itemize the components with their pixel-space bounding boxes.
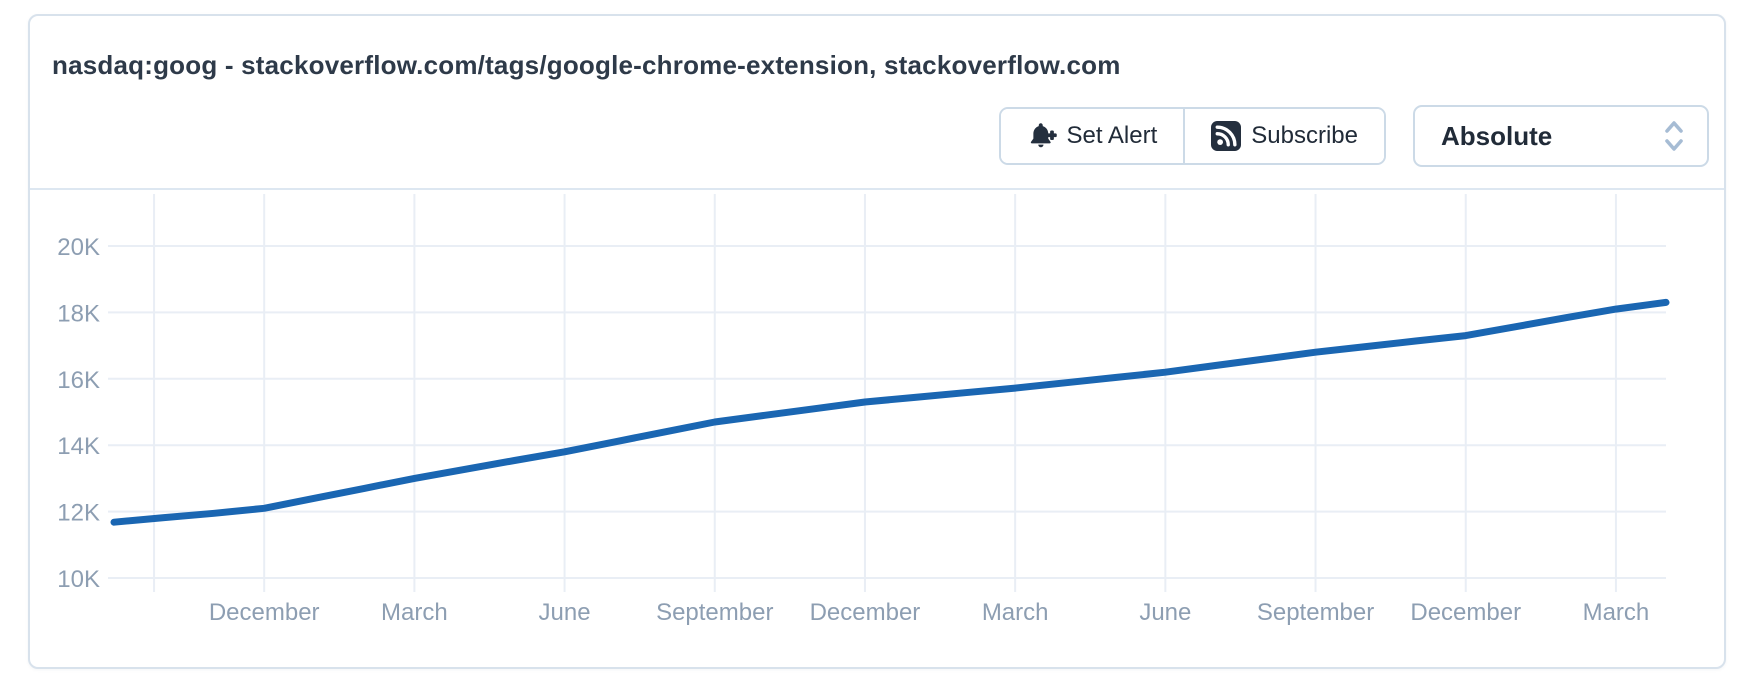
x-tick-label: December	[1410, 599, 1521, 626]
subscribe-label: Subscribe	[1251, 122, 1358, 149]
line-chart[interactable]: December March June September December March J…	[30, 192, 1724, 671]
x-tick-label: September	[1257, 599, 1374, 626]
y-tick-label: 20K	[57, 234, 100, 261]
metric-select[interactable]: Absolute	[1413, 105, 1709, 167]
x-tick-label: March	[1583, 599, 1650, 626]
toolbar: Set Alert Subscribe Absolute	[998, 105, 1709, 167]
chart-area[interactable]: December March June September December March J…	[30, 192, 1724, 671]
y-tick-label: 12K	[57, 500, 100, 527]
set-alert-label: Set Alert	[1066, 122, 1158, 149]
alert-subscribe-button-group: Set Alert Subscribe	[998, 107, 1386, 165]
x-tick-label: June	[1139, 599, 1191, 626]
card-header: nasdaq:goog - stackoverflow.com/tags/goo…	[30, 16, 1724, 190]
bell-plus-icon	[1027, 121, 1057, 151]
x-tick-label: December	[810, 599, 921, 626]
y-tick-label: 10K	[57, 566, 100, 593]
x-tick-label: June	[539, 599, 591, 626]
x-tick-label: March	[982, 599, 1049, 626]
y-tick-label: 16K	[57, 367, 100, 394]
trend-line	[110, 298, 1670, 526]
rss-icon	[1211, 121, 1242, 151]
page-title: nasdaq:goog - stackoverflow.com/tags/goo…	[52, 50, 1121, 80]
set-alert-button[interactable]: Set Alert	[1000, 109, 1184, 163]
x-tick-label: March	[381, 599, 448, 626]
x-tick-label: September	[656, 599, 773, 626]
chevron-up-down-icon	[1663, 117, 1685, 155]
trend-card: nasdaq:goog - stackoverflow.com/tags/goo…	[28, 14, 1726, 669]
metric-select-value: Absolute	[1441, 120, 1553, 151]
x-tick-label: December	[209, 599, 320, 626]
y-tick-label: 14K	[57, 433, 100, 460]
subscribe-button[interactable]: Subscribe	[1183, 109, 1384, 163]
y-tick-label: 18K	[57, 300, 100, 327]
